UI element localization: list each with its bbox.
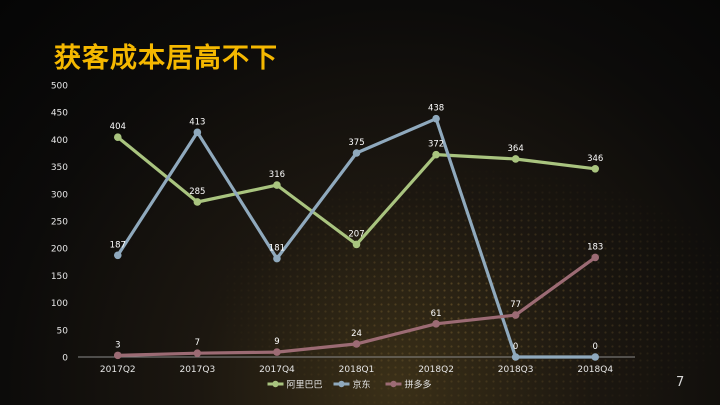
data-labels: 404 285 316 207 372 364 346 187 413 181 375 438 0 0 3 7… — [110, 104, 604, 352]
data-label: 3 — [115, 340, 120, 350]
data-label: 7 — [195, 338, 200, 348]
legend-swatch-marker — [390, 380, 397, 388]
y-tick-label: 450 — [51, 109, 68, 119]
data-label: 0 — [513, 342, 518, 352]
y-tick-label: 400 — [51, 136, 68, 146]
data-point — [113, 251, 122, 260]
legend-swatch-marker — [338, 380, 345, 388]
data-point — [113, 351, 122, 360]
legend-item: 拼多多 — [385, 379, 432, 391]
data-label: 404 — [110, 122, 126, 132]
y-tick-label: 200 — [51, 245, 68, 255]
legend-label: 京东 — [353, 379, 371, 391]
y-tick-label: 100 — [51, 299, 68, 309]
data-point — [352, 340, 361, 348]
x-tick-label: 2017Q3 — [179, 365, 215, 375]
y-tick-label: 50 — [57, 326, 69, 336]
data-point — [273, 254, 281, 263]
legend-label: 阿里巴巴 — [287, 380, 323, 391]
page-number: 7 — [676, 375, 685, 390]
data-label: 187 — [110, 240, 126, 250]
data-point — [511, 353, 520, 361]
data-point — [352, 149, 361, 157]
data-point — [511, 311, 520, 319]
data-point — [193, 128, 202, 137]
data-point — [432, 114, 440, 123]
data-point — [193, 198, 202, 206]
x-tick-label: 2018Q2 — [418, 365, 454, 375]
y-axis: 0 50 100 150 200 250 300 350 400 450 500 — [51, 82, 68, 364]
x-axis: 2017Q2 2017Q3 2017Q4 2018Q1 2018Q2 2018Q3 2018… — [78, 356, 635, 375]
x-tick-label: 2018Q4 — [577, 365, 613, 375]
legend: 阿里巴巴 京东 拼多多 — [267, 379, 432, 391]
data-label: 77 — [510, 300, 521, 310]
slide-title: 获客成本居高不下 — [54, 43, 278, 74]
data-label: 316 — [269, 170, 285, 180]
data-point — [511, 155, 520, 163]
data-label: 181 — [269, 244, 285, 254]
legend-swatch-marker — [272, 380, 279, 388]
y-tick-label: 500 — [51, 82, 68, 92]
data-point — [591, 253, 600, 262]
data-point — [113, 133, 122, 142]
legend-item: 阿里巴巴 — [267, 380, 323, 391]
data-label: 372 — [428, 140, 444, 150]
legend-label: 拼多多 — [405, 379, 432, 391]
data-label: 207 — [348, 229, 364, 239]
x-tick-label: 2018Q1 — [339, 365, 375, 375]
data-label: 285 — [189, 187, 205, 197]
x-tick-label: 2017Q4 — [259, 365, 295, 375]
data-label: 438 — [428, 104, 444, 114]
x-tick-label: 2018Q3 — [498, 365, 534, 375]
y-tick-label: 350 — [51, 163, 68, 173]
data-point — [273, 348, 281, 356]
data-point — [432, 150, 440, 159]
y-tick-label: 300 — [51, 190, 68, 200]
data-label: 375 — [348, 138, 364, 148]
data-label: 24 — [351, 329, 362, 339]
y-tick-label: 250 — [51, 218, 68, 228]
data-label: 346 — [587, 154, 603, 164]
data-label: 0 — [593, 342, 598, 352]
data-label: 61 — [431, 309, 442, 319]
data-point — [193, 349, 202, 357]
legend-item: 京东 — [333, 379, 371, 391]
data-label: 183 — [587, 242, 603, 252]
data-point — [352, 240, 361, 249]
data-label: 9 — [274, 337, 279, 347]
data-label: 364 — [508, 144, 524, 154]
data-point — [591, 164, 600, 173]
y-tick-label: 0 — [62, 354, 68, 364]
x-tick-label: 2017Q2 — [100, 365, 136, 375]
data-point — [591, 353, 600, 361]
data-label: 413 — [189, 117, 205, 127]
data-point — [273, 181, 281, 189]
data-point — [432, 320, 440, 328]
series-lines — [113, 114, 600, 361]
y-tick-label: 150 — [51, 272, 68, 282]
